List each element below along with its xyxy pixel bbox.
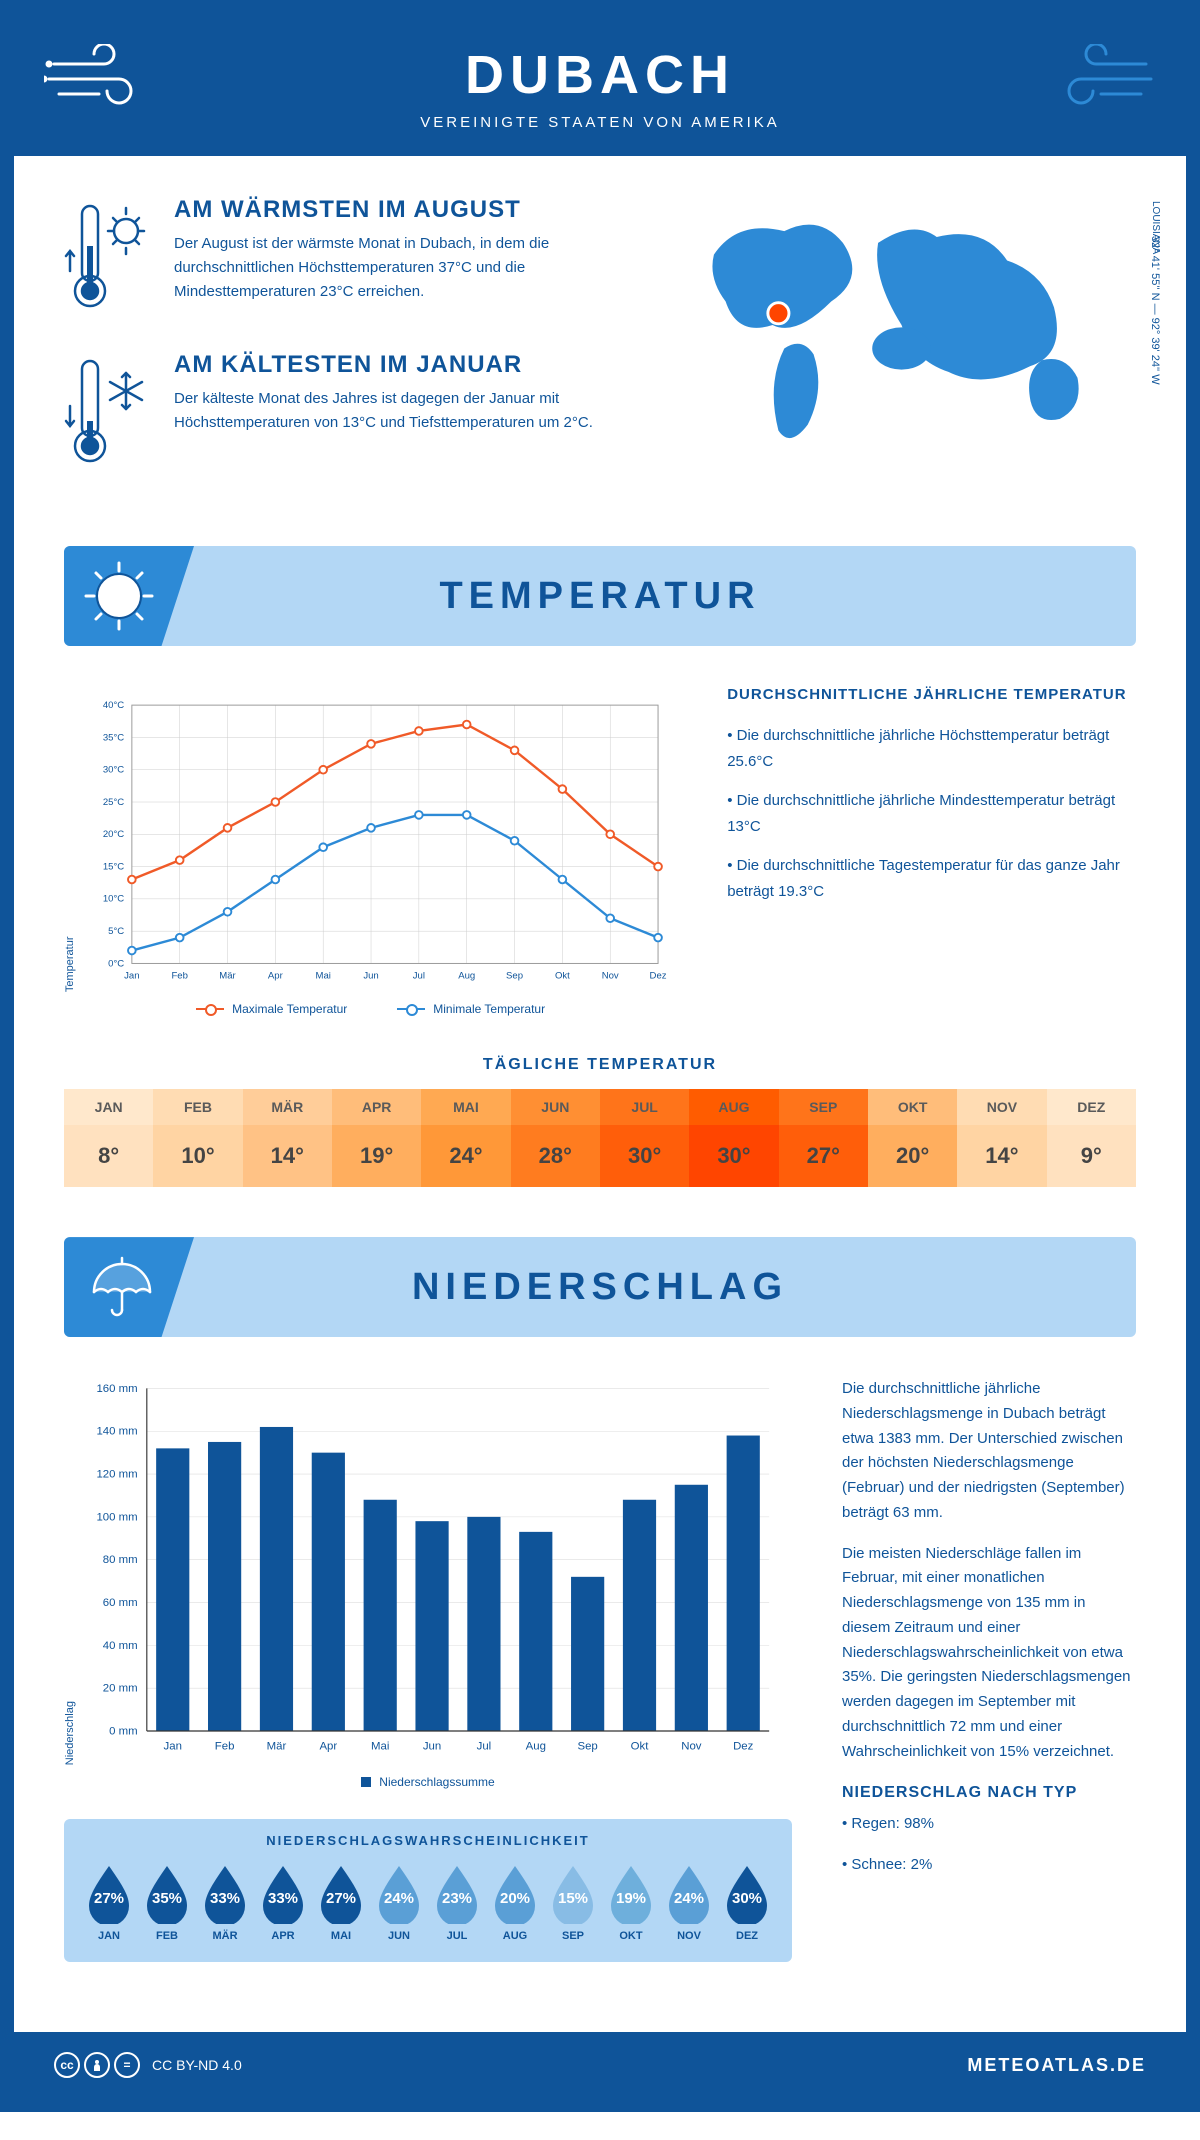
svg-text:Apr: Apr xyxy=(268,971,284,982)
svg-text:Jun: Jun xyxy=(423,1740,441,1752)
svg-text:Dez: Dez xyxy=(650,971,667,982)
country-subtitle: VEREINIGTE STAATEN VON AMERIKA xyxy=(54,114,1146,131)
temp-cell: JUL 30° xyxy=(600,1089,689,1187)
svg-text:0°C: 0°C xyxy=(108,958,124,969)
svg-text:Aug: Aug xyxy=(526,1740,546,1752)
chart-legend: Niederschlagssumme xyxy=(64,1775,792,1789)
svg-text:Sep: Sep xyxy=(577,1740,597,1752)
temp-cell: APR 19° xyxy=(332,1089,421,1187)
sun-icon xyxy=(84,561,154,631)
svg-text:Feb: Feb xyxy=(171,971,187,982)
svg-text:Nov: Nov xyxy=(602,971,619,982)
temperature-section-header: TEMPERATUR xyxy=(64,546,1136,646)
precip-type-heading: NIEDERSCHLAG NACH TYP xyxy=(842,1784,1136,1802)
temp-cell: MAI 24° xyxy=(421,1089,510,1187)
world-map: LOUISIANA 32° 41' 55'' N — 92° 39' 24'' … xyxy=(667,196,1136,506)
svg-text:Mai: Mai xyxy=(316,971,331,982)
temp-cell: MÄR 14° xyxy=(243,1089,332,1187)
temp-cell: OKT 20° xyxy=(868,1089,957,1187)
svg-text:40°C: 40°C xyxy=(103,700,124,711)
temperature-line-chart: Temperatur 0°C5°C10°C15°C20°C25°C30°C35°… xyxy=(64,686,677,1016)
precipitation-section-header: NIEDERSCHLAG xyxy=(64,1237,1136,1337)
warmest-fact: AM WÄRMSTEN IM AUGUST Der August ist der… xyxy=(64,196,627,316)
svg-text:Jun: Jun xyxy=(363,971,378,982)
svg-text:Apr: Apr xyxy=(319,1740,337,1752)
precipitation-drop: 27% JAN xyxy=(80,1862,138,1942)
svg-text:Feb: Feb xyxy=(215,1740,235,1752)
fact-text: Der August ist der wärmste Monat in Duba… xyxy=(174,232,627,304)
svg-text:100 mm: 100 mm xyxy=(96,1511,137,1523)
svg-text:20 mm: 20 mm xyxy=(103,1683,138,1695)
precipitation-drop: 24% NOV xyxy=(660,1862,718,1942)
svg-text:80 mm: 80 mm xyxy=(103,1554,138,1566)
license-text: CC BY-ND 4.0 xyxy=(152,2057,242,2073)
page-footer: cc = CC BY-ND 4.0 METEOATLAS.DE xyxy=(14,2032,1186,2098)
thermometer-cold-icon xyxy=(64,351,154,471)
umbrella-icon xyxy=(84,1252,154,1322)
precipitation-drop: 35% FEB xyxy=(138,1862,196,1942)
svg-text:20°C: 20°C xyxy=(103,829,124,840)
coordinates: 32° 41' 55'' N — 92° 39' 24'' W xyxy=(1149,236,1161,385)
precipitation-drop: 23% JUL xyxy=(428,1862,486,1942)
precipitation-probability-box: NIEDERSCHLAGSWAHRSCHEINLICHKEIT 27% JAN … xyxy=(64,1819,792,1962)
svg-text:120 mm: 120 mm xyxy=(96,1469,137,1481)
svg-text:140 mm: 140 mm xyxy=(96,1426,137,1438)
fact-title: AM WÄRMSTEN IM AUGUST xyxy=(174,196,627,224)
precipitation-drop: 15% SEP xyxy=(544,1862,602,1942)
svg-text:Jan: Jan xyxy=(164,1740,182,1752)
svg-text:Nov: Nov xyxy=(681,1740,702,1752)
svg-text:Mär: Mär xyxy=(219,971,236,982)
wind-icon xyxy=(44,44,164,114)
temp-cell: FEB 10° xyxy=(153,1089,242,1187)
svg-text:Jan: Jan xyxy=(124,971,139,982)
city-title: DUBACH xyxy=(54,44,1146,106)
precipitation-drop: 30% DEZ xyxy=(718,1862,776,1942)
svg-text:60 mm: 60 mm xyxy=(103,1597,138,1609)
temp-info-heading: DURCHSCHNITTLICHE JÄHRLICHE TEMPERATUR xyxy=(727,686,1136,703)
svg-text:35°C: 35°C xyxy=(103,732,124,743)
precipitation-drop: 27% MAI xyxy=(312,1862,370,1942)
svg-text:40 mm: 40 mm xyxy=(103,1640,138,1652)
svg-text:Okt: Okt xyxy=(631,1740,650,1752)
precipitation-drop: 24% JUN xyxy=(370,1862,428,1942)
precipitation-drop: 33% APR xyxy=(254,1862,312,1942)
wind-icon xyxy=(1036,44,1156,114)
svg-text:0 mm: 0 mm xyxy=(109,1726,138,1738)
svg-text:Mär: Mär xyxy=(267,1740,287,1752)
precipitation-drop: 20% AUG xyxy=(486,1862,544,1942)
thermometer-hot-icon xyxy=(64,196,154,316)
svg-text:Mai: Mai xyxy=(371,1740,389,1752)
temp-cell: DEZ 9° xyxy=(1047,1089,1136,1187)
cc-license-icons: cc = xyxy=(54,2052,140,2078)
temp-cell: AUG 30° xyxy=(689,1089,778,1187)
temp-cell: SEP 27° xyxy=(779,1089,868,1187)
svg-text:Sep: Sep xyxy=(506,971,523,982)
fact-title: AM KÄLTESTEN IM JANUAR xyxy=(174,351,627,379)
svg-text:Jul: Jul xyxy=(477,1740,492,1752)
fact-text: Der kälteste Monat des Jahres ist dagege… xyxy=(174,387,627,435)
site-name: METEOATLAS.DE xyxy=(967,2055,1146,2076)
temp-cell: NOV 14° xyxy=(957,1089,1046,1187)
svg-text:10°C: 10°C xyxy=(103,894,124,905)
svg-text:Aug: Aug xyxy=(458,971,475,982)
svg-text:Jul: Jul xyxy=(413,971,425,982)
svg-text:30°C: 30°C xyxy=(103,765,124,776)
svg-text:25°C: 25°C xyxy=(103,797,124,808)
temp-cell: JAN 8° xyxy=(64,1089,153,1187)
svg-text:Dez: Dez xyxy=(733,1740,754,1752)
precipitation-drop: 33% MÄR xyxy=(196,1862,254,1942)
chart-legend: Maximale Temperatur Minimale Temperatur xyxy=(64,1002,677,1016)
precipitation-drop: 19% OKT xyxy=(602,1862,660,1942)
svg-text:15°C: 15°C xyxy=(103,861,124,872)
svg-text:Okt: Okt xyxy=(555,971,570,982)
svg-text:160 mm: 160 mm xyxy=(96,1383,137,1395)
coldest-fact: AM KÄLTESTEN IM JANUAR Der kälteste Mona… xyxy=(64,351,627,471)
daily-temp-table: JAN 8° FEB 10° MÄR 14° APR 19° MAI 24° J… xyxy=(64,1089,1136,1187)
svg-text:5°C: 5°C xyxy=(108,926,124,937)
precipitation-bar-chart: Niederschlag 0 mm20 mm40 mm60 mm80 mm100… xyxy=(64,1377,792,1962)
page-header: DUBACH VEREINIGTE STAATEN VON AMERIKA xyxy=(14,14,1186,156)
daily-temp-title: TÄGLICHE TEMPERATUR xyxy=(64,1056,1136,1074)
temp-cell: JUN 28° xyxy=(511,1089,600,1187)
